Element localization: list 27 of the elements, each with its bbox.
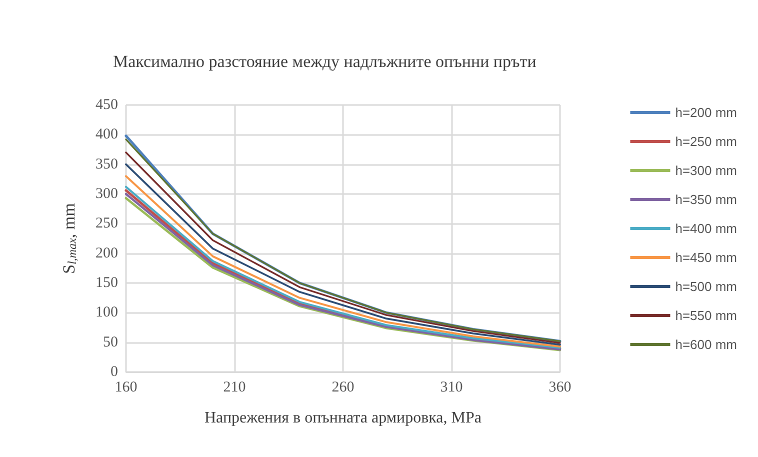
legend-label: h=300 mm bbox=[675, 163, 738, 178]
y-tick-label: 150 bbox=[96, 275, 118, 291]
y-tick-label: 300 bbox=[96, 186, 118, 202]
legend-label: h=200 mm bbox=[675, 105, 738, 120]
y-tick-label: 400 bbox=[96, 126, 118, 143]
legend-label: h=600 mm bbox=[675, 337, 738, 352]
x-tick-label: 210 bbox=[223, 380, 246, 396]
legend-label: h=550 mm bbox=[675, 308, 738, 323]
legend-label: h=250 mm bbox=[675, 134, 738, 149]
legend-label: h=500 mm bbox=[675, 279, 738, 294]
y-axis-title: Sl,max, mm bbox=[60, 203, 79, 274]
x-tick-label: 310 bbox=[440, 380, 463, 396]
y-tick-label: 200 bbox=[96, 245, 118, 262]
y-tick-label: 250 bbox=[96, 216, 118, 232]
legend-label: h=350 mm bbox=[675, 192, 738, 207]
y-tick-label: 350 bbox=[96, 156, 118, 172]
y-tick-label: 0 bbox=[110, 364, 118, 380]
x-tick-label: 360 bbox=[548, 380, 572, 396]
chart-title: Максимално разстояние между надлъжните опънни пръти bbox=[113, 52, 536, 71]
y-tick-label: 450 bbox=[96, 97, 118, 113]
y-tick-label: 50 bbox=[103, 334, 118, 350]
x-tick-label: 260 bbox=[332, 380, 354, 396]
y-tick-label: 100 bbox=[96, 304, 118, 321]
legend-label: h=450 mm bbox=[675, 250, 738, 265]
legend-label: h=400 mm bbox=[675, 221, 738, 236]
x-tick-label: 160 bbox=[114, 380, 138, 396]
x-axis-title: Напрежения в опънната армировка, MPa bbox=[204, 410, 482, 426]
